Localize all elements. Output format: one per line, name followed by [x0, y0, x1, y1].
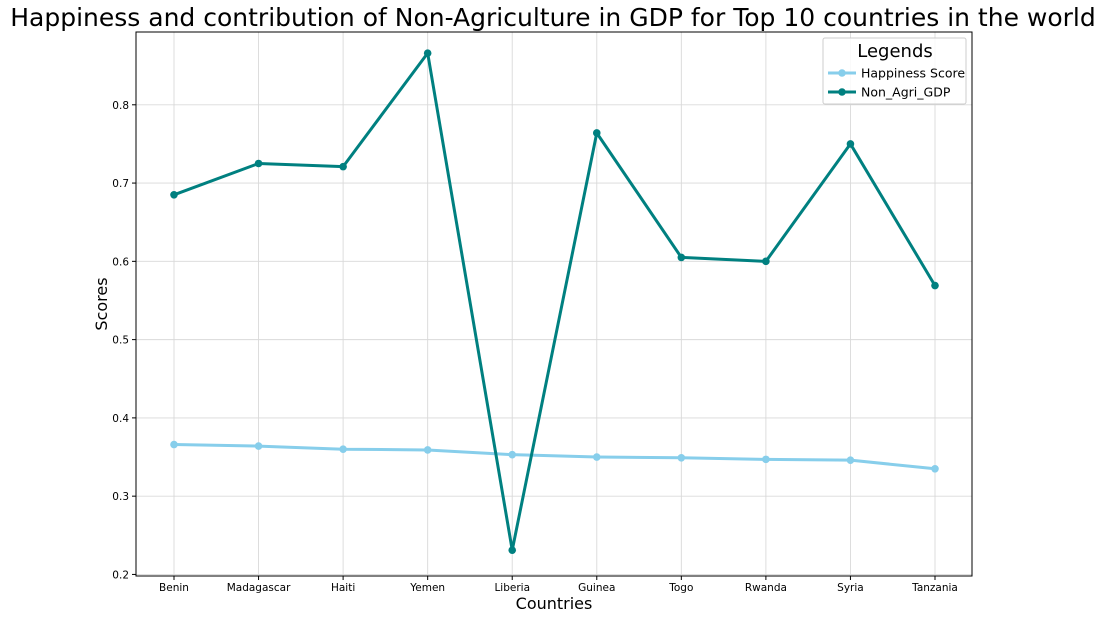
chart-title: Happiness and contribution of Non-Agricu…: [10, 3, 1096, 32]
data-point-happiness-score: [677, 454, 686, 462]
legend-item-happiness-score: Happiness Score: [828, 66, 965, 81]
x-tick-label: Haiti: [331, 582, 355, 594]
data-point-non-agri-gdp: [677, 253, 686, 262]
legend-label: Non_Agri_GDP: [861, 85, 951, 100]
legend-item-non-agri-gdp: Non_Agri_GDP: [828, 85, 951, 100]
data-point-non-agri-gdp: [592, 129, 601, 137]
y-tick-label: 0.7: [112, 178, 129, 190]
legend-label: Happiness Score: [861, 66, 965, 81]
data-point-non-agri-gdp: [254, 159, 263, 168]
legend-box: [822, 37, 967, 105]
grid: [136, 32, 972, 576]
x-tick-label: Benin: [159, 582, 189, 594]
x-tick-label: Liberia: [494, 582, 530, 594]
data-point-happiness-score: [339, 445, 347, 453]
data-point-non-agri-gdp: [170, 191, 178, 199]
data-point-happiness-score: [846, 456, 855, 464]
y-tick-label: 0.3: [112, 491, 129, 503]
y-tick-label: 0.5: [112, 335, 129, 347]
data-point-happiness-score: [254, 442, 263, 450]
data-point-non-agri-gdp: [508, 546, 517, 554]
legend-marker: [838, 88, 846, 96]
x-tick-label: Rwanda: [745, 582, 787, 594]
x-tick-label: Syria: [837, 582, 864, 594]
series-line-non-agri-gdp: [173, 51, 937, 552]
legend-items: Happiness Score Non_Agri_GDP: [828, 66, 965, 100]
y-tick-label: 0.2: [112, 569, 129, 581]
y-axis-label: Scores: [92, 277, 111, 330]
y-tick-label: 0.6: [112, 256, 129, 268]
data-point-happiness-score: [762, 455, 770, 464]
data-point-non-agri-gdp: [846, 140, 855, 148]
x-tick-label: Yemen: [409, 582, 445, 594]
plot-frame: [135, 31, 973, 577]
x-tick-label: Tanzania: [911, 582, 958, 594]
x-tick-label: Guinea: [578, 582, 615, 594]
legend: Legends Happiness Score Non_Agri_GDP: [822, 37, 967, 105]
data-point-non-agri-gdp: [931, 281, 939, 290]
x-tick-label: Togo: [668, 582, 693, 594]
data-point-non-agri-gdp: [762, 257, 770, 266]
y-axis-ticks: 0.2 0.3 0.4 0.5 0.6 0.7 0.8: [112, 100, 136, 581]
data-point-happiness-score: [423, 446, 432, 454]
series-happiness-score: [170, 440, 939, 473]
legend-marker: [838, 69, 846, 77]
x-axis-label: Countries: [516, 594, 593, 613]
series-non-agri-gdp: [170, 49, 939, 554]
data-point-non-agri-gdp: [339, 162, 347, 171]
data-point-happiness-score: [170, 440, 178, 449]
series-line-happiness-score: [173, 443, 936, 471]
y-tick-label: 0.4: [112, 413, 129, 425]
data-point-happiness-score: [508, 450, 517, 459]
legend-title: Legends: [857, 41, 933, 62]
x-axis-ticks: Benin Madagascar Haiti Yemen Liberia Guinea To…: [159, 576, 958, 594]
series-lines: [170, 49, 939, 554]
data-point-happiness-score: [592, 453, 601, 461]
data-point-non-agri-gdp: [423, 49, 432, 57]
y-tick-label: 0.8: [112, 100, 129, 112]
data-point-happiness-score: [931, 464, 939, 473]
x-tick-label: Madagascar: [227, 582, 291, 594]
